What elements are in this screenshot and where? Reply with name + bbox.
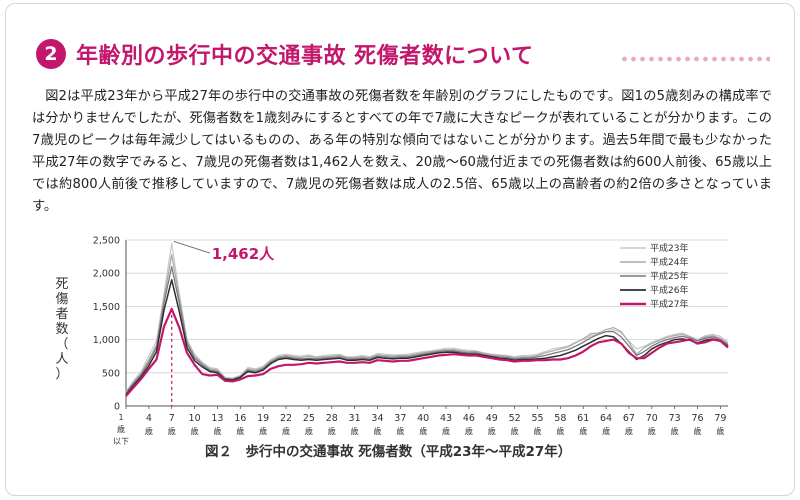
x-tick-suffix: 歳 — [602, 426, 610, 436]
x-tick-suffix: 歳 — [442, 426, 450, 436]
x-tick-suffix: 歳 — [191, 426, 199, 436]
x-tick-label: 22 — [280, 413, 292, 424]
section-number-badge: 2 — [36, 39, 66, 69]
legend-label: 平成24年 — [650, 256, 688, 268]
x-tick-label: 以下 — [113, 437, 129, 446]
x-tick-label: 28 — [326, 413, 338, 424]
x-tick-suffix: 歳 — [213, 426, 221, 436]
series-line-5 — [125, 307, 729, 397]
x-tick-label: 70 — [646, 413, 658, 424]
x-tick-label: 34 — [371, 413, 383, 424]
y-tick-label: 2,500 — [93, 236, 120, 247]
y-tick-label: 0 — [114, 402, 120, 413]
x-tick-label: 31 — [349, 413, 361, 424]
x-tick-suffix: 歳 — [419, 426, 427, 436]
x-tick-label: 歳 — [117, 424, 125, 434]
y-tick-label: 1,500 — [93, 302, 120, 313]
x-tick-suffix: 歳 — [625, 426, 633, 436]
x-tick-suffix: 歳 — [671, 426, 679, 436]
y-axis-label-char: 者 — [55, 307, 68, 322]
y-axis-label-char: 傷 — [55, 292, 68, 307]
figure-caption: 図２ 歩行中の交通事故 死傷者数（平成23年～平成27年） — [205, 444, 572, 460]
x-tick-suffix: 歳 — [282, 426, 290, 436]
x-tick-suffix: 歳 — [465, 426, 473, 436]
x-tick-label: 49 — [486, 413, 498, 424]
x-tick-suffix: 歳 — [694, 426, 702, 436]
y-axis-label-char: （ — [55, 337, 68, 352]
x-tick-label: 10 — [189, 413, 201, 424]
section-title: 年齢別の歩行中の交通事故 死傷者数について — [76, 44, 534, 69]
legend-label: 平成25年 — [650, 270, 688, 282]
x-tick-label: 76 — [691, 413, 703, 424]
x-tick-label: 19 — [257, 413, 269, 424]
y-axis-label-char: 人 — [55, 352, 68, 367]
x-tick-label: 40 — [417, 413, 429, 424]
x-tick-suffix: 歳 — [351, 426, 359, 436]
x-tick-suffix: 歳 — [396, 426, 404, 436]
x-tick-label: 55 — [531, 413, 543, 424]
legend-label: 平成27年 — [650, 298, 688, 310]
x-tick-label: 7 — [169, 413, 175, 424]
x-tick-label: 64 — [600, 413, 612, 424]
x-tick-suffix: 歳 — [648, 426, 656, 436]
y-tick-label: 2,000 — [93, 269, 120, 280]
y-axis-label-char: 死 — [55, 277, 68, 292]
x-tick-label: 37 — [394, 413, 406, 424]
y-tick-label: 500 — [102, 368, 120, 379]
y-tick-label: 1,000 — [93, 335, 120, 346]
x-tick-suffix: 歳 — [328, 426, 336, 436]
x-tick-suffix: 歳 — [716, 426, 724, 436]
x-tick-label: 4 — [146, 413, 152, 424]
peak-annotation: 1,462人 — [212, 245, 275, 263]
series-line-2 — [125, 254, 729, 394]
x-tick-label: 52 — [509, 413, 521, 424]
x-tick-suffix: 歳 — [145, 426, 153, 436]
x-tick-label: 13 — [211, 413, 223, 424]
x-tick-suffix: 歳 — [556, 426, 564, 436]
legend-label: 平成26年 — [650, 284, 688, 296]
legend-label: 平成23年 — [650, 242, 688, 254]
annotation-leader — [173, 240, 210, 254]
x-tick-label: 61 — [577, 413, 589, 424]
x-tick-label: 73 — [669, 413, 681, 424]
section-heading: 2 年齢別の歩行中の交通事故 死傷者数について — [36, 34, 534, 74]
x-tick-label: 43 — [440, 413, 452, 424]
x-tick-suffix: 歳 — [236, 426, 244, 436]
y-axis-label-char: ） — [55, 367, 68, 382]
x-tick-label: 79 — [714, 413, 726, 424]
x-tick-label: 58 — [554, 413, 566, 424]
series-line-1 — [125, 242, 729, 392]
x-tick-suffix: 歳 — [373, 426, 381, 436]
x-tick-suffix: 歳 — [259, 426, 267, 436]
body-paragraph: 図2は平成23年から平成27年の歩行中の交通事故の死傷者数を年齢別のグラフにした… — [32, 89, 772, 214]
series-line-4 — [125, 279, 729, 396]
x-tick-suffix: 歳 — [579, 426, 587, 436]
x-tick-label: 16 — [234, 413, 246, 424]
x-tick-label: 46 — [463, 413, 475, 424]
x-tick-label: 67 — [623, 413, 635, 424]
x-tick-suffix: 歳 — [168, 426, 176, 436]
x-tick-suffix: 歳 — [488, 426, 496, 436]
x-tick-suffix: 歳 — [305, 426, 313, 436]
x-tick-label: 25 — [303, 413, 315, 424]
x-tick-suffix: 歳 — [511, 426, 519, 436]
card-frame — [5, 3, 795, 496]
dotted-rule — [620, 56, 770, 62]
x-tick-suffix: 歳 — [533, 426, 541, 436]
x-tick-label: 1 — [118, 413, 123, 422]
y-axis-label-char: 数 — [55, 322, 68, 337]
